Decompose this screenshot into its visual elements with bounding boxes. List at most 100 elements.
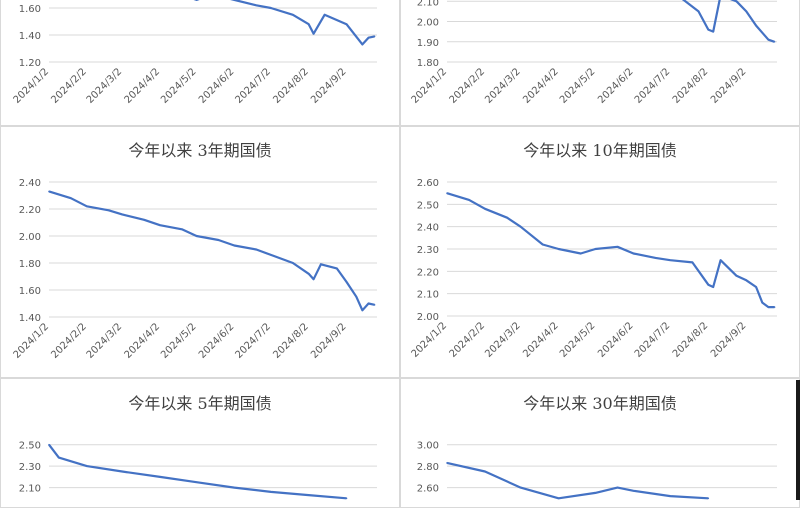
y-tick-label: 1.20 [19, 58, 41, 69]
x-tick-label: 2024/4/2 [123, 66, 163, 106]
data-point [579, 252, 582, 255]
data-point [594, 248, 597, 250]
data-point [697, 10, 700, 13]
chart-svg-0: 1.201.401.602024/1/22024/2/22024/3/22024… [12, 0, 377, 106]
y-tick-label: 2.50 [19, 441, 41, 452]
chart-svg-3: 2.002.102.202.302.402.502.602024/1/22024… [410, 178, 777, 360]
y-tick-label: 1.90 [417, 38, 439, 49]
y-tick-label: 2.30 [417, 245, 439, 256]
y-tick-label: 2.10 [417, 0, 439, 8]
data-point [446, 192, 448, 194]
data-point [107, 209, 110, 212]
data-point [745, 279, 748, 282]
chart-svg-1: 1.80 1.90 2.00 2.10 2024/1/22024/2/22024/3/2… [410, 0, 777, 106]
chart-svg-2: 1.40 1.60 1.80 2.00 2.20 2.40 2024/1/22024/2/2… [12, 178, 377, 361]
chart-panel-30yr: 2.60 2.80 3.00 今年以来 30年期国债 [400, 378, 800, 508]
data-point [233, 244, 236, 247]
data-point [217, 239, 220, 241]
data-point [735, 275, 738, 277]
x-tick-label: 2024/2/2 [448, 66, 488, 106]
x-tick-label: 2024/7/2 [233, 66, 273, 106]
data-point [292, 13, 294, 16]
data-point [707, 283, 710, 286]
x-tick-label: 2024/3/2 [85, 66, 125, 106]
x-tick-label: 2024/7/2 [233, 321, 273, 361]
data-point [616, 245, 619, 248]
data-point [669, 259, 672, 261]
chart-panel-1yr: 1.20 1.40 1.60 2024/1/2 2024/2/2 2024/3/2 2024… [0, 0, 400, 126]
series-line [446, 461, 709, 500]
data-point [519, 486, 522, 489]
y-tick-label: 2.00 [417, 312, 439, 323]
chart-title-3yr: 今年以来 3年期国债 [128, 141, 272, 160]
data-point [233, 0, 236, 1]
data-point [85, 205, 88, 208]
x-tick-label: 2024/9/2 [309, 66, 349, 106]
y-tick-label: 3.00 [417, 441, 439, 452]
data-point [367, 302, 370, 305]
data-point [159, 476, 161, 478]
data-point [355, 295, 358, 298]
chart-panel-5yr: 2.10 2.30 2.50 今年以来 5年期国债 [0, 378, 400, 508]
y-tick-label: 2.10 [417, 290, 439, 301]
data-point [767, 306, 770, 308]
data-point [361, 309, 364, 312]
data-point [307, 23, 310, 25]
x-tick-label: 2024/8/2 [671, 320, 711, 360]
data-point [735, 0, 738, 3]
x-tick-label: 2024/6/2 [596, 66, 636, 106]
data-point [712, 286, 715, 288]
series-line [681, 0, 775, 43]
x-tick-label: 2024/8/2 [671, 66, 711, 106]
data-point [594, 492, 597, 494]
data-point [484, 208, 486, 210]
y-tick-label: 1.80 [19, 259, 41, 270]
data-point [345, 497, 348, 500]
x-tick-label: 2024/4/2 [521, 66, 561, 106]
data-point [506, 216, 508, 219]
x-tick-label: 2024/5/2 [558, 320, 598, 360]
y-tick-label: 1.80 [417, 58, 439, 69]
data-point [292, 262, 294, 264]
x-tick-label: 2024/3/2 [85, 321, 125, 361]
x-tick-label: 2024/1/2 [410, 320, 450, 360]
window-edge-shadow [796, 380, 800, 500]
y-tick-label: 2.20 [19, 205, 41, 216]
data-point [755, 286, 757, 288]
data-point [373, 35, 376, 38]
data-point [632, 252, 635, 255]
y-tick-label: 2.00 [19, 232, 41, 243]
data-point [57, 456, 60, 459]
y-tick-label: 1.40 [19, 313, 41, 324]
x-tick-label: 2024/8/2 [271, 321, 311, 361]
data-point [557, 497, 560, 500]
data-point [632, 489, 635, 492]
y-tick-label: 2.20 [417, 267, 439, 278]
data-point [773, 306, 776, 308]
data-point [181, 228, 183, 231]
data-point [773, 40, 776, 43]
data-point [345, 281, 348, 283]
y-tick-label: 1.40 [19, 31, 41, 42]
x-tick-label: 2024/8/2 [271, 66, 311, 106]
y-tick-label: 2.00 [417, 18, 439, 29]
y-tick-label: 2.50 [417, 200, 439, 211]
chart-title-30yr: 今年以来 30年期国债 [523, 394, 677, 413]
x-tick-label: 2024/7/2 [633, 320, 673, 360]
chart-title-10yr: 今年以来 10年期国债 [523, 141, 677, 160]
y-tick-label: 1.60 [19, 4, 41, 15]
data-point [270, 491, 272, 493]
data-point [345, 23, 348, 25]
data-point [767, 38, 770, 41]
data-point [367, 36, 370, 39]
data-point [85, 465, 88, 467]
chart-svg-5: 2.60 2.80 3.00 [417, 441, 777, 500]
data-point [707, 497, 710, 500]
x-tick-label: 2024/6/2 [596, 320, 636, 360]
chart-svg-4: 2.10 2.30 2.50 [19, 441, 377, 500]
data-point [307, 494, 310, 496]
data-point [519, 225, 522, 228]
x-tick-label: 2024/9/2 [309, 321, 349, 361]
data-point [159, 224, 161, 226]
data-point [616, 486, 619, 489]
